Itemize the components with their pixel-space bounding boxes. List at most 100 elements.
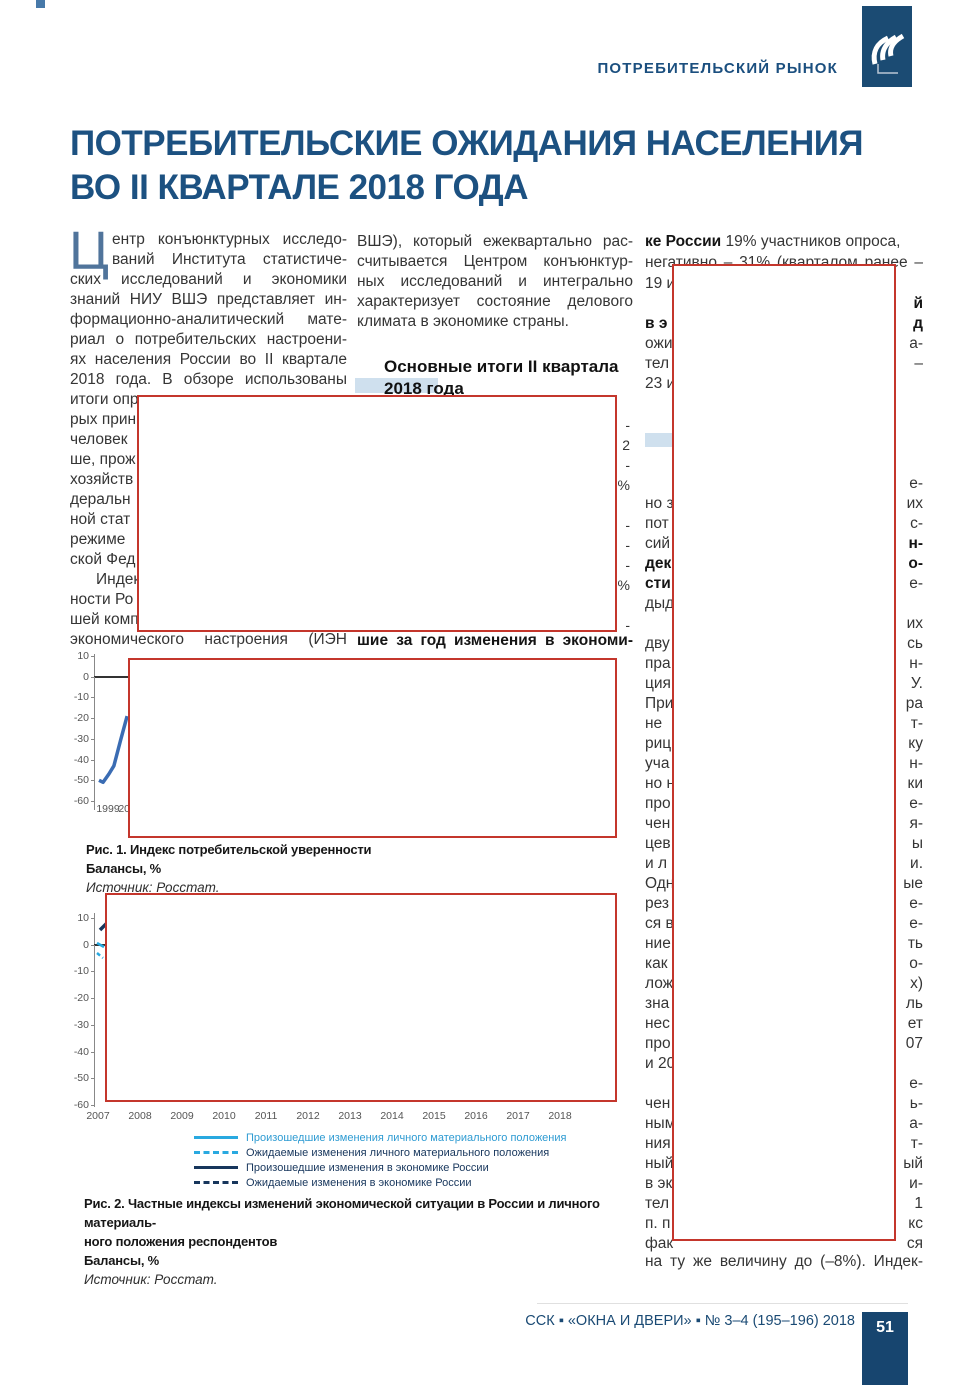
text-fragment-row: дву сь (645, 634, 923, 654)
fragment-left: При (645, 695, 674, 712)
fig2-xtick-label: 2011 (254, 1110, 278, 1122)
fig1-ytick-label: -20 (73, 712, 89, 725)
text-line: характеризует состояние делового (357, 293, 633, 310)
fig1-xtick-label: 1999 (96, 803, 120, 815)
fragment-right: н- (909, 655, 923, 672)
text-fragment-row: дек о- (645, 554, 923, 574)
fig2-xtick-label: 2015 (422, 1110, 446, 1122)
fragment-left: но н (645, 775, 676, 792)
fragment-right: н- (908, 535, 923, 552)
fig1-ytick-label: -30 (73, 732, 89, 745)
text-line: ности Ро (70, 591, 134, 608)
text-line: ных исследований и интегрально (357, 273, 633, 290)
legend-row: Произошедшие изменения в экономике Росси… (194, 1160, 566, 1175)
fragment-left: уча (645, 755, 670, 772)
figure-1-caption: Рис. 1. Индекс потребительской увереннос… (86, 840, 386, 897)
fig2-ytick-label: -20 (73, 992, 89, 1005)
figure-2-caption: Рис. 2. Частные индексы изменений эконом… (84, 1194, 634, 1289)
text-fragment-row: в эк и- (645, 1174, 923, 1194)
fragment-right: е- (909, 915, 923, 932)
fig2-ytick-label: -50 (73, 1072, 89, 1085)
text-fragment-row: их (645, 614, 923, 634)
fragment-right: с- (910, 515, 923, 532)
text-fragment-row: ние ть (645, 934, 923, 954)
column-3-line1: ке России 19% участников опроса, (645, 232, 923, 252)
fig2-xtick-label: 2007 (86, 1110, 110, 1122)
section-heading-line2: 2018 года (384, 379, 464, 398)
fig2-ytick-label: -10 (73, 965, 89, 978)
fragment-right: д (913, 315, 923, 332)
fig1-ytick-label: 10 (77, 650, 89, 662)
text-fragment-row: ожи а- (645, 334, 923, 354)
fragment-right: ра (905, 695, 923, 712)
fig2-xtick-label: 2018 (548, 1110, 572, 1122)
fragment-right: ть (907, 935, 923, 952)
text-fragment-row: 23 и (645, 374, 923, 394)
fig2-xtick-label: 2016 (464, 1110, 488, 1122)
text-line: ше, прож (70, 451, 136, 468)
text-fragment-row: фак ся (645, 1234, 923, 1254)
column-3-fragment-rows: 19 и й в э д ожи а-тел – 23 и е-но з их пот с-сий н-… (645, 274, 923, 1254)
fig1-tick-mark (91, 697, 95, 699)
fig1-caption-units: Балансы, % (86, 861, 162, 876)
legend-swatch (194, 1181, 238, 1184)
text-fragment-row: и 20 (645, 1054, 923, 1074)
edge-fragment: 2 (622, 437, 630, 453)
text-fragment-row: цев ы (645, 834, 923, 854)
fig1-ytick-label: -50 (73, 774, 89, 787)
legend-label: Ожидаемые изменения личного материальног… (246, 1146, 550, 1159)
fig1-tick-mark (91, 656, 95, 657)
text-fragment-row: не т- (645, 714, 923, 734)
text-fragment-row: е- (645, 1074, 923, 1094)
text-fragment-row: нес ет (645, 1014, 923, 1034)
fragment-right: о- (909, 955, 923, 972)
fragment-left: рез (645, 895, 670, 912)
text-fragment-row: про 07 (645, 1034, 923, 1054)
legend-row: Произошедшие изменения личного материаль… (194, 1130, 566, 1145)
fragment-left: пот (645, 515, 669, 532)
column-2-below-box-line: шие за год изменения в экономи- (357, 632, 633, 649)
fragment-right: ые (903, 875, 923, 892)
fragment-right: т- (910, 1135, 923, 1152)
fragment-right: – (914, 355, 923, 372)
text-line: рых прин (70, 411, 137, 428)
fragment-left: фак (645, 1235, 674, 1252)
fragment-left: зна (645, 995, 670, 1012)
heading-highlight (355, 378, 438, 393)
column-3-line1-lead: ке России (645, 233, 722, 250)
text-line: знаний НИУ ВШЭ представляет ин- (70, 291, 347, 308)
fig2-caption-title-line1: Рис. 2. Частные индексы изменений эконом… (84, 1196, 600, 1230)
column-3-bottom-line: на ту же величину до (–8%). Индек- (645, 1253, 923, 1270)
text-fragment-row: Одн ые (645, 874, 923, 894)
text-line: хозяйств (70, 471, 134, 488)
fragment-left: и л (645, 855, 668, 872)
fig1-tick-mark (91, 780, 95, 782)
fig1-caption-title: Рис. 1. Индекс потребительской увереннос… (86, 842, 372, 857)
footer-rule (537, 1303, 908, 1304)
fragment-left: цев (645, 835, 671, 852)
fragment-left: как (645, 955, 668, 972)
column-1-text: ентр конъюнктурных исследо-ваний Институ… (70, 230, 347, 650)
text-fragment-row: сти е- (645, 574, 923, 594)
fig2-xtick-label: 2010 (212, 1110, 236, 1122)
fragment-left: риц (645, 735, 672, 752)
text-line: деральн (70, 491, 131, 508)
fragment-right: е- (909, 795, 923, 812)
fig2-ytick-label: 10 (77, 912, 89, 924)
article-title-line1: ПОТРЕБИТЕЛЬСКИЕ ОЖИДАНИЯ НАСЕЛЕНИЯ (70, 124, 864, 163)
fragment-right: х) (910, 975, 923, 992)
fragment-left: в эк (645, 1175, 673, 1192)
fragment-right: и- (909, 1175, 923, 1192)
corner-tab (36, 0, 45, 8)
column-3-highlight (645, 433, 672, 447)
redaction-box (105, 893, 617, 1102)
text-fragment-row: ния т- (645, 1134, 923, 1154)
edge-fragment: % (617, 577, 630, 593)
fig2-ytick-label: 0 (83, 938, 89, 951)
section-heading: Основные итоги II квартала 2018 года (357, 356, 633, 400)
fragment-left: про (645, 795, 671, 812)
text-line: ВШЭ), который ежеквартально рас- (357, 233, 633, 250)
edge-fragment: - (625, 537, 630, 553)
fig2-caption-units: Балансы, % (84, 1253, 160, 1268)
